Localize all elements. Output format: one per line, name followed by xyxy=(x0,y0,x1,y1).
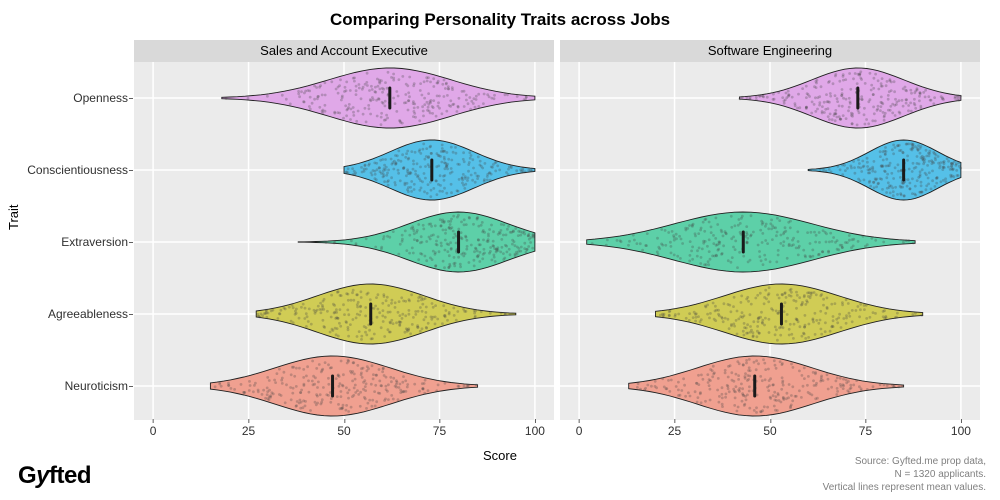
caption-line: N = 1320 applicants. xyxy=(823,468,986,481)
chart-caption: Source: Gyfted.me prop data,N = 1320 app… xyxy=(823,455,986,494)
x-tick-label: 50 xyxy=(763,424,776,438)
caption-line: Vertical lines represent mean values. xyxy=(823,481,986,494)
brand-logo: Gyfted xyxy=(18,462,91,490)
x-axis-ticks-2: 0 25 50 75 100 xyxy=(560,424,980,440)
y-axis-ticks: Openness Conscientiousness Extraversion … xyxy=(8,62,128,420)
x-tick-label: 75 xyxy=(859,424,872,438)
y-tick-label: Openness xyxy=(8,91,128,105)
x-tick-label: 100 xyxy=(951,424,971,438)
chart-title: Comparing Personality Traits across Jobs xyxy=(0,10,1000,30)
y-tick-label: Conscientiousness xyxy=(8,163,128,177)
facet-strip-1: Sales and Account Executive xyxy=(134,40,554,62)
facet-panel-1 xyxy=(134,62,554,420)
facet-panel-2 xyxy=(560,62,980,420)
facet-strip-2: Software Engineering xyxy=(560,40,980,62)
x-tick-label: 0 xyxy=(576,424,583,438)
caption-line: Source: Gyfted.me prop data, xyxy=(823,455,986,468)
x-tick-label: 100 xyxy=(525,424,545,438)
x-tick-label: 75 xyxy=(433,424,446,438)
y-tick-label: Neuroticism xyxy=(8,379,128,393)
x-axis-ticks-1: 0 25 50 75 100 xyxy=(134,424,554,440)
y-tick-label: Agreeableness xyxy=(8,307,128,321)
x-tick-label: 0 xyxy=(150,424,157,438)
y-tick-label: Extraversion xyxy=(8,235,128,249)
x-tick-label: 25 xyxy=(242,424,255,438)
x-tick-label: 25 xyxy=(668,424,681,438)
x-tick-label: 50 xyxy=(337,424,350,438)
